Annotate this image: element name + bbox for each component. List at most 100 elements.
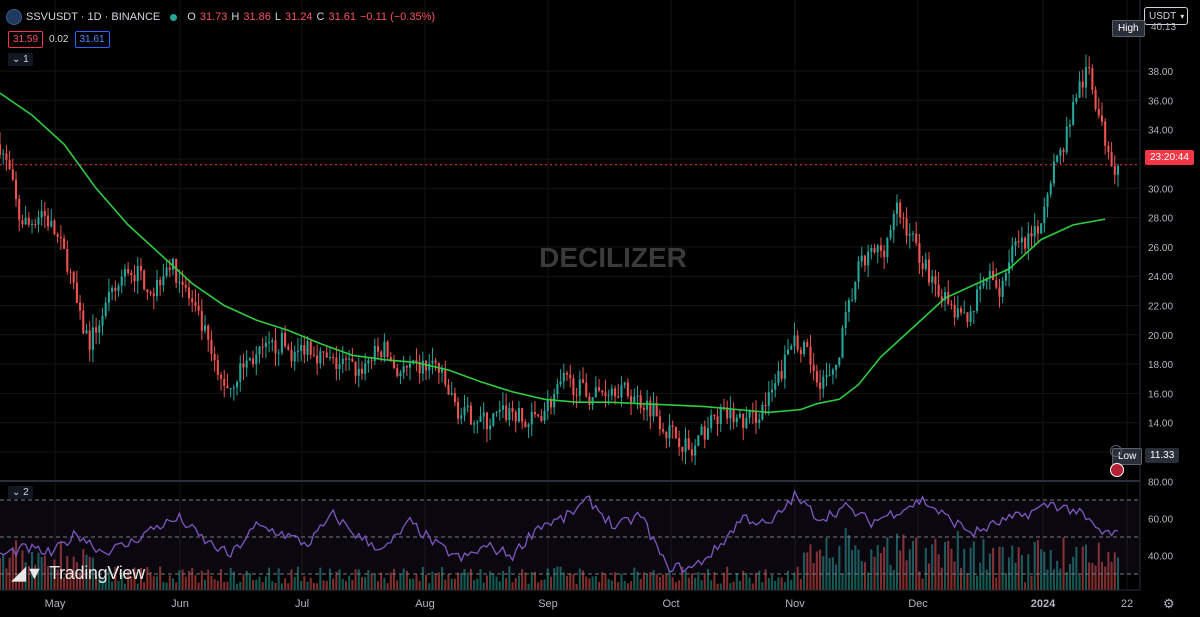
legend-header: SSVUSDT · 1D · BINANCE O 31.73 H 31.86 L 31… — [6, 9, 435, 25]
candle-body — [79, 302, 82, 311]
candle-body — [453, 393, 456, 403]
volume-bar — [27, 565, 30, 590]
volume-bar — [911, 541, 915, 590]
candle-body — [229, 388, 232, 390]
volume-bar — [1065, 572, 1068, 590]
candle-body — [610, 388, 613, 396]
candle-body — [181, 281, 184, 285]
candle-body — [501, 405, 504, 410]
candle-body — [0, 144, 2, 155]
candle-body — [248, 358, 251, 361]
volume-bar — [412, 578, 415, 590]
volume-bar — [79, 572, 82, 590]
candle-body — [735, 417, 738, 422]
candle-body — [646, 400, 649, 410]
symbol-title[interactable]: SSVUSDT · 1D · BINANCE — [26, 11, 161, 23]
candle-body — [988, 271, 991, 279]
candle-body — [274, 340, 277, 354]
candle-body — [700, 426, 703, 436]
candle-body — [165, 267, 168, 277]
spread-value: 0.02 — [49, 34, 69, 45]
volume-bar — [501, 571, 504, 590]
watermark: DECILIZER — [539, 242, 687, 273]
candle-body — [572, 378, 575, 396]
rsi-line — [0, 489, 1119, 574]
candle-body — [357, 368, 360, 376]
high-value-text: 40.13 — [1151, 22, 1177, 33]
low-marker-icon — [1110, 445, 1122, 457]
candle-body — [774, 383, 777, 390]
candle-body — [1036, 226, 1039, 234]
volume-bar — [985, 569, 988, 590]
volume-bar — [908, 549, 911, 590]
candle-body — [687, 438, 690, 450]
volume-bar — [950, 548, 953, 590]
candle-body — [716, 416, 719, 424]
candle-body — [146, 289, 149, 293]
time-axis[interactable]: May Jun Jul Aug Sep Oct Nov Dec 2024 22 — [45, 598, 1134, 610]
volume-bar — [463, 569, 466, 590]
high-label: H — [231, 11, 240, 23]
candle-body — [963, 312, 966, 314]
currency-select[interactable]: USDT ▾ — [1144, 7, 1188, 25]
candle-body — [844, 311, 847, 328]
candle-body — [684, 438, 687, 452]
candle-body — [979, 286, 982, 290]
candle-body — [133, 274, 136, 282]
candle-body — [780, 370, 783, 379]
tradingview-logo[interactable]: ◢▼ TradingView — [12, 563, 145, 584]
buy-price-button[interactable]: 31.61 — [74, 31, 110, 48]
volume-bar — [191, 568, 194, 590]
candle-body — [982, 281, 985, 287]
volume-bar — [1072, 556, 1075, 590]
volume-bar — [1081, 546, 1084, 590]
candle-body — [287, 346, 290, 350]
volume-bar — [953, 561, 956, 590]
volume-bar — [325, 580, 328, 590]
volume-bar — [1068, 563, 1071, 590]
sell-price-button[interactable]: 31.59 — [8, 31, 44, 48]
candle-body — [966, 312, 969, 322]
collapse-oscillator-legend-button[interactable]: ⌄ 2 — [8, 486, 33, 499]
volume-bar — [1075, 546, 1078, 590]
candle-body — [995, 280, 998, 288]
candle-body — [706, 428, 709, 440]
candle-body — [895, 202, 899, 215]
candle-body — [883, 250, 886, 258]
volume-bar — [947, 540, 950, 590]
volume-bar — [485, 575, 488, 590]
candle-body — [405, 366, 408, 368]
candle-body — [409, 363, 412, 368]
candle-body — [360, 368, 364, 374]
volume-bar — [607, 578, 610, 590]
collapse-main-legend-button[interactable]: ⌄ 1 — [8, 53, 33, 66]
volume-bar — [489, 571, 492, 590]
volume-bar — [178, 570, 181, 590]
volume-bar — [703, 572, 706, 590]
candle-body — [738, 413, 742, 418]
candle-body — [626, 382, 629, 397]
volume-bar — [261, 582, 264, 590]
candle-body — [316, 355, 319, 364]
flag-icon[interactable] — [1110, 463, 1124, 477]
price-axis-label: 28.00 — [1148, 214, 1173, 225]
candle-body — [770, 389, 774, 393]
settings-gear-icon[interactable]: ⚙ — [1163, 596, 1175, 611]
volume-bar — [700, 580, 703, 590]
candle-body — [226, 385, 229, 389]
volume-bar — [175, 582, 178, 590]
volume-bar — [162, 581, 165, 590]
price-axis-label: 30.00 — [1148, 184, 1173, 195]
price-axis[interactable]: 12.0014.0016.0018.0020.0022.0024.0026.00… — [1148, 67, 1173, 459]
candle-body — [8, 160, 11, 170]
volume-bar — [360, 577, 364, 590]
volume-bar — [479, 569, 482, 590]
candle-body — [1027, 233, 1030, 249]
candle-body — [460, 415, 463, 419]
candle-body — [258, 346, 261, 355]
rsi-axis[interactable]: 40.00 60.00 80.00 — [1148, 478, 1173, 563]
candle-body — [216, 360, 219, 375]
volume-bar — [431, 571, 434, 590]
candle-body — [559, 381, 562, 384]
